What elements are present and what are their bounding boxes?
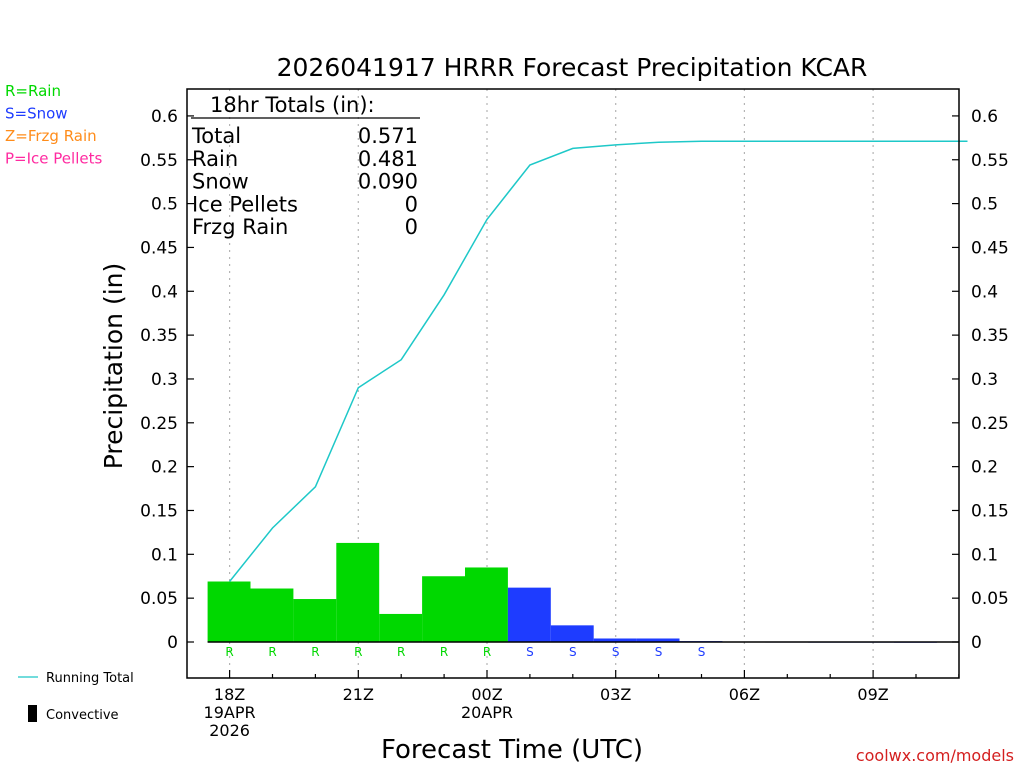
y-tick-label-left: 0 — [167, 633, 178, 653]
type-legend-p: P=Ice Pellets — [5, 150, 102, 168]
x-axis-label: Forecast Time (UTC) — [381, 735, 643, 765]
totals-label: Frzg Rain — [192, 215, 288, 239]
totals-value: 0.481 — [358, 147, 418, 171]
ptype-label: S — [612, 645, 620, 659]
convective-swatch — [28, 705, 37, 722]
chart-title: 2026041917 HRRR Forecast Precipitation K… — [277, 53, 868, 82]
x-tick-label: 09Z — [857, 685, 888, 704]
convective-legend-label: Convective — [46, 708, 119, 723]
y-tick-label-right: 0.6 — [971, 107, 998, 127]
bar-hour-5 — [422, 576, 465, 642]
ptype-label: S — [569, 645, 577, 659]
y-axis-right: 0 0.05 0.1 0.15 0.2 0.25 0.3 0.35 0.4 0.45 0.5 0.55… — [952, 107, 1009, 653]
y-tick-label-right: 0.2 — [971, 458, 998, 478]
credit-text: coolwx.com/models — [856, 746, 1014, 765]
totals-heading: 18hr Totals (in): — [210, 93, 375, 117]
bar-hour-6 — [465, 567, 508, 642]
y-tick-label-right: 0.1 — [971, 545, 998, 565]
x-tick-label: 06Z — [729, 685, 760, 704]
totals-value: 0 — [405, 215, 418, 239]
y-tick-label-left: 0.3 — [151, 370, 178, 390]
bar-hour-2 — [293, 599, 337, 642]
x-tick-label: 21Z — [343, 685, 374, 704]
bar-hour-3 — [336, 542, 380, 642]
totals-value: 0.571 — [358, 124, 418, 148]
x-tick-label: 19APR — [204, 703, 256, 722]
totals-value: 0 — [405, 192, 418, 216]
ptype-label: R — [268, 645, 276, 659]
y-tick-label-left: 0.4 — [151, 282, 178, 302]
y-axis-label: Precipitation (in) — [99, 263, 128, 470]
y-tick-label-right: 0.4 — [971, 282, 998, 302]
bar-hour-9 — [593, 638, 637, 642]
bar-hour-10 — [636, 638, 680, 642]
y-tick-label-right: 0.25 — [971, 414, 1009, 434]
x-tick-label: 20APR — [461, 703, 513, 722]
precip-type-legend: R=Rain S=Snow Z=Frzg Rain P=Ice Pellets — [5, 82, 102, 168]
y-tick-label-right: 0.05 — [971, 589, 1009, 609]
bar-hour-7 — [507, 587, 551, 642]
ptype-label: R — [440, 645, 448, 659]
x-tick-label: 18Z — [214, 685, 245, 704]
ptype-label: R — [397, 645, 405, 659]
totals-rows: Total 0.571 Rain 0.481 Snow 0.090 Ice Pellets 0… — [191, 124, 418, 239]
running-total-legend-label: Running Total — [46, 671, 134, 686]
bar-hour-0 — [207, 581, 251, 642]
bar-hour-1 — [250, 588, 294, 642]
y-tick-label-left: 0.1 — [151, 545, 178, 565]
y-tick-label-right: 0 — [971, 633, 982, 653]
bar-hour-4 — [379, 613, 423, 642]
y-tick-label-right: 0.35 — [971, 326, 1009, 346]
type-legend-z: Z=Frzg Rain — [5, 127, 97, 145]
y-axis-left: 0 0.05 0.1 0.15 0.2 0.25 0.3 0.35 0.4 0.45 0.5 0.55… — [140, 107, 194, 653]
ptype-label: S — [698, 645, 706, 659]
y-tick-label-right: 0.5 — [971, 195, 998, 215]
y-tick-label-left: 0.25 — [140, 414, 178, 434]
y-tick-label-left: 0.6 — [151, 107, 178, 127]
ptype-label: R — [225, 645, 233, 659]
x-tick-label: 03Z — [600, 685, 631, 704]
bar-hour-8 — [550, 625, 594, 642]
y-tick-label-left: 0.15 — [140, 501, 178, 521]
totals-label: Ice Pellets — [192, 192, 298, 216]
totals-box: 18hr Totals (in): Total 0.571 Rain 0.481 Sno… — [191, 93, 420, 239]
y-tick-label-left: 0.35 — [140, 326, 178, 346]
ptype-label: R — [483, 645, 491, 659]
y-tick-label-right: 0.55 — [971, 151, 1009, 171]
hourly-bars — [207, 542, 959, 643]
type-legend-r: R=Rain — [5, 82, 61, 100]
series-legend: Running Total Convective — [18, 671, 134, 723]
ptype-label: R — [354, 645, 362, 659]
y-tick-label-right: 0.3 — [971, 370, 998, 390]
y-tick-label-left: 0.45 — [140, 238, 178, 258]
totals-value: 0.090 — [358, 170, 418, 194]
plot-frame — [186, 88, 960, 679]
totals-label: Snow — [192, 170, 249, 194]
running-total-series — [229, 140, 968, 582]
y-tick-label-left: 0.55 — [140, 151, 178, 171]
y-tick-label-left: 0.2 — [151, 458, 178, 478]
x-tick-label: 2026 — [209, 721, 250, 740]
type-legend-s: S=Snow — [5, 105, 68, 123]
totals-label: Total — [191, 124, 241, 148]
y-tick-label-right: 0.15 — [971, 501, 1009, 521]
ptype-label: S — [655, 645, 663, 659]
y-tick-label-left: 0.5 — [151, 195, 178, 215]
running-total-line — [229, 140, 968, 582]
totals-label: Rain — [192, 147, 238, 171]
y-tick-label-left: 0.05 — [140, 589, 178, 609]
ptype-label: R — [311, 645, 319, 659]
ptype-label: S — [526, 645, 534, 659]
x-tick-label: 00Z — [471, 685, 502, 704]
y-tick-label-right: 0.45 — [971, 238, 1009, 258]
gridlines — [229, 89, 874, 678]
